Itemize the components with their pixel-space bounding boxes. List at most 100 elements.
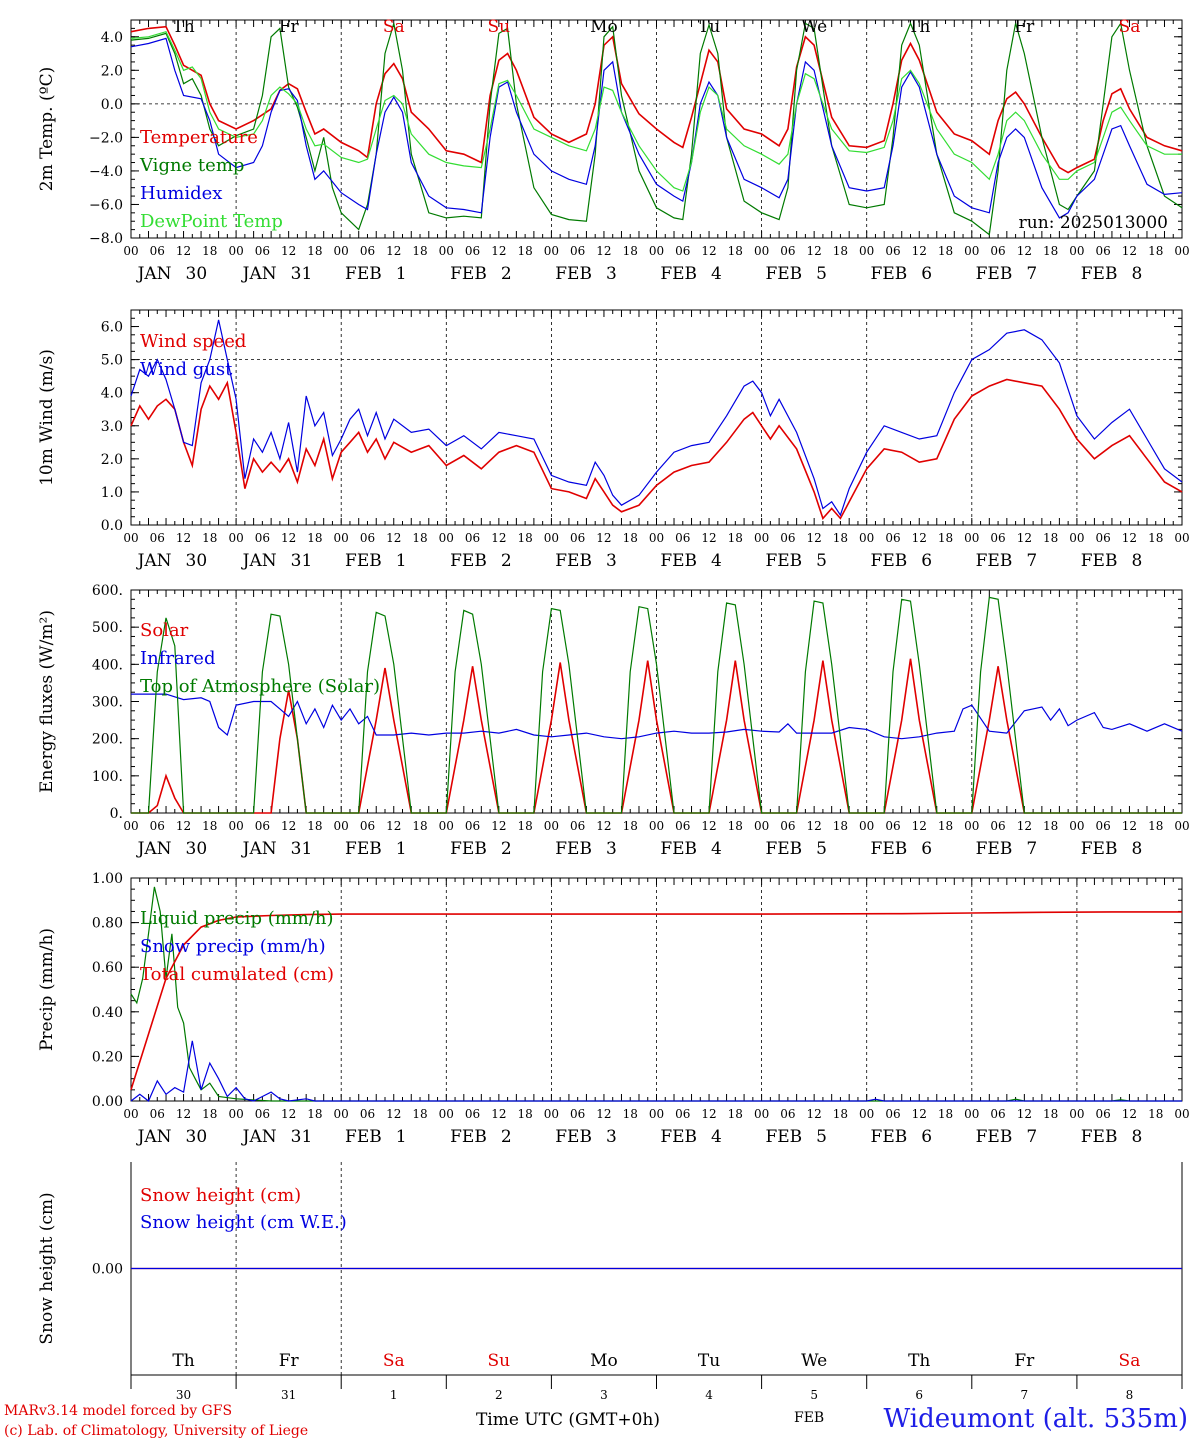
y-tick-label: 500.: [92, 620, 123, 636]
day-name: Th: [172, 17, 194, 37]
plot-frame: [130, 589, 1183, 814]
date-month-label: FEB: [1081, 551, 1118, 571]
energy-series-top-of-atmosphere-solar: [131, 596, 1182, 814]
day-name: Su: [488, 17, 511, 37]
date-day-label: 6: [921, 551, 932, 571]
hour-label: 06: [150, 531, 165, 545]
date-month-label: FEB: [660, 1127, 697, 1147]
hour-label: 00: [859, 819, 874, 833]
hour-label: 12: [1122, 1107, 1137, 1121]
y-tick-label: 1.00: [92, 871, 123, 887]
date-month-label: FEB: [555, 551, 592, 571]
hour-label: 06: [255, 531, 270, 545]
hour-label: 06: [990, 819, 1005, 833]
hour-label: 12: [912, 244, 927, 258]
date-day-label: 8: [1131, 1127, 1142, 1147]
hour-label: 18: [1148, 244, 1163, 258]
energy-panel: 00 06 12 18 00 06 12 18 00 06 12 18 00 06 12 18 00 06 12 18…: [37, 583, 1190, 859]
day-name: Tu: [698, 1351, 720, 1371]
hour-label: 06: [885, 531, 900, 545]
hour-label: 00: [1174, 1107, 1189, 1121]
hour-label: 06: [465, 531, 480, 545]
date-day-label: 2: [495, 1388, 503, 1402]
date-month-label: FEB: [976, 264, 1013, 284]
hour-label: 00: [964, 819, 979, 833]
hour-label: 00: [754, 244, 769, 258]
hour-label: 06: [360, 1107, 375, 1121]
legend-entry: Top of Atmosphere (Solar): [140, 676, 380, 697]
date-day-label: 3: [600, 1388, 608, 1402]
hour-label: 12: [176, 531, 191, 545]
hour-label: 12: [912, 819, 927, 833]
hour-label: 00: [754, 1107, 769, 1121]
hour-label: 00: [754, 819, 769, 833]
temp-series-temperature: [130, 25, 1183, 174]
date-day-label: 6: [915, 1388, 923, 1402]
date-month-label: FEB: [976, 551, 1013, 571]
hour-label: 12: [491, 819, 506, 833]
date-month-label: JAN: [241, 839, 277, 859]
hour-label: 06: [255, 1107, 270, 1121]
date-day-label: 2: [501, 551, 512, 571]
hour-label: 06: [570, 819, 585, 833]
hour-label: 18: [833, 244, 848, 258]
hour-label: 00: [1174, 531, 1189, 545]
hour-label: 12: [176, 819, 191, 833]
day-name: Th: [908, 17, 930, 37]
date-month-label: FEB: [450, 264, 487, 284]
y-tick-label: −2.0: [89, 130, 123, 146]
hour-label: 06: [780, 244, 795, 258]
hour-label: 06: [675, 531, 690, 545]
hour-label: 12: [386, 1107, 401, 1121]
hour-label: 12: [1017, 1107, 1032, 1121]
y-axis-label: 10m Wind (m/s): [37, 349, 57, 486]
legend-entry: Wind gust: [140, 359, 233, 380]
hour-label: 12: [1017, 244, 1032, 258]
hour-label: 00: [334, 244, 349, 258]
hour-label: 18: [202, 1107, 217, 1121]
y-tick-label: 0.0: [101, 97, 123, 113]
date-day-label: 8: [1126, 1388, 1134, 1402]
hour-label: 18: [1148, 1107, 1163, 1121]
hour-label: 06: [885, 819, 900, 833]
hour-label: 06: [150, 244, 165, 258]
hour-label: 06: [255, 244, 270, 258]
hour-label: 18: [1148, 819, 1163, 833]
hour-label: 12: [596, 531, 611, 545]
date-month-label: FEB: [871, 264, 908, 284]
hour-label: 18: [938, 1107, 953, 1121]
y-tick-label: −6.0: [89, 197, 123, 213]
date-day-label: 30: [186, 551, 208, 571]
y-tick-label: 400.: [92, 657, 123, 673]
hour-label: 06: [465, 819, 480, 833]
legend-entry: Snow height (cm W.E.): [140, 1212, 347, 1233]
hour-label: 18: [307, 819, 322, 833]
hour-label: 18: [517, 244, 532, 258]
date-month-label: FEB: [871, 1127, 908, 1147]
hour-label: 18: [307, 1107, 322, 1121]
hour-label: 18: [307, 244, 322, 258]
date-day-label: 30: [186, 264, 208, 284]
legend-entry: Temperature: [140, 127, 258, 148]
day-name: Su: [488, 1351, 511, 1371]
y-tick-label: 200.: [92, 732, 123, 748]
date-day-label: 1: [396, 264, 407, 284]
precip-series-total-cumulated-cm: [130, 911, 1182, 1091]
legend-entry: Wind speed: [140, 331, 246, 352]
date-month-label: FEB: [1081, 1127, 1118, 1147]
hour-label: 06: [150, 1107, 165, 1121]
date-month-label: JAN: [241, 551, 277, 571]
y-tick-label: 2.0: [101, 452, 123, 468]
precip-panel: 00 06 12 18 00 06 12 18 00 06 12 18 00 06 12 18 00 06 12 18…: [37, 871, 1190, 1147]
y-tick-label: 300.: [92, 695, 123, 711]
hour-label: 12: [491, 1107, 506, 1121]
date-day-label: 30: [176, 1388, 191, 1402]
hour-label: 12: [281, 531, 296, 545]
hour-label: 06: [465, 244, 480, 258]
hour-label: 00: [123, 1107, 138, 1121]
hour-label: 18: [412, 1107, 427, 1121]
legend-entry: Total cumulated (cm): [140, 964, 334, 985]
date-month-label: JAN: [136, 264, 172, 284]
y-tick-label: 0.00: [92, 1094, 123, 1110]
hour-label: 12: [701, 244, 716, 258]
